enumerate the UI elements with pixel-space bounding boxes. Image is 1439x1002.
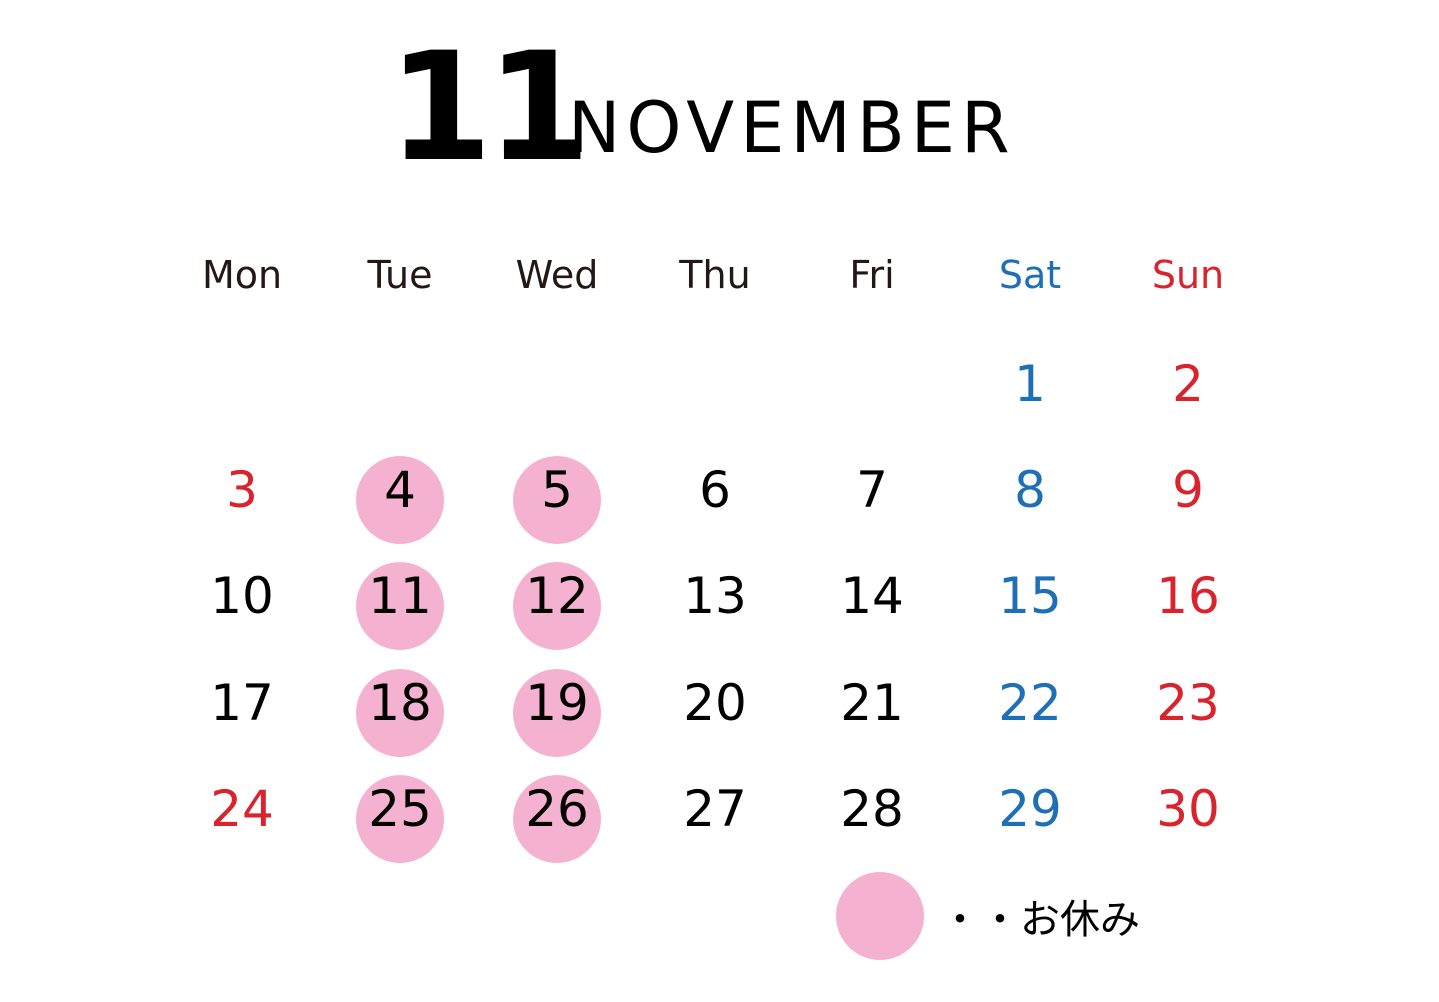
day-cell-2: 2 — [1172, 355, 1204, 413]
day-cell-19: 19 — [525, 674, 589, 732]
weekday-tue: Tue — [367, 253, 433, 297]
day-cell-3: 3 — [226, 461, 258, 519]
closed-day-marker — [356, 562, 444, 650]
day-cell-23: 23 — [1156, 674, 1220, 732]
month-number: 11 — [388, 21, 591, 195]
day-cell-14: 14 — [840, 567, 904, 625]
closed-day-marker — [513, 669, 601, 757]
day-cell-11: 11 — [368, 567, 432, 625]
closed-day-legend-marker — [836, 872, 924, 960]
day-cell-13: 13 — [683, 567, 747, 625]
day-cell-20: 20 — [683, 674, 747, 732]
day-cell-18: 18 — [368, 674, 432, 732]
day-cell-8: 8 — [1014, 461, 1046, 519]
day-cell-4: 4 — [384, 461, 416, 519]
day-cell-9: 9 — [1172, 461, 1204, 519]
day-cell-28: 28 — [840, 780, 904, 838]
weekday-sun: Sun — [1151, 253, 1225, 297]
calendar-header: 11 NOVEMBER — [0, 0, 1439, 200]
day-cell-29: 29 — [998, 780, 1062, 838]
day-cell-6: 6 — [699, 461, 731, 519]
closed-day-marker — [356, 775, 444, 863]
day-cell-21: 21 — [840, 674, 904, 732]
day-cell-26: 26 — [525, 780, 589, 838]
day-cell-27: 27 — [683, 780, 747, 838]
weekday-sat: Sat — [998, 253, 1062, 297]
weekday-wed: Wed — [515, 253, 599, 297]
closed-day-marker — [356, 456, 444, 544]
month-name: NOVEMBER — [568, 87, 1016, 169]
day-cell-10: 10 — [210, 567, 274, 625]
day-cell-30: 30 — [1156, 780, 1220, 838]
day-cell-16: 16 — [1156, 567, 1220, 625]
day-cell-12: 12 — [525, 567, 589, 625]
closed-day-legend-label: ・・お休み — [940, 897, 1140, 943]
weekday-fri: Fri — [849, 253, 895, 297]
closed-day-marker — [513, 456, 601, 544]
weekday-mon: Mon — [201, 253, 283, 297]
closed-day-marker — [513, 562, 601, 650]
day-cell-17: 17 — [210, 674, 274, 732]
weekday-thu: Thu — [679, 253, 751, 297]
day-cell-7: 7 — [856, 461, 888, 519]
day-cell-25: 25 — [368, 780, 432, 838]
day-cell-15: 15 — [998, 567, 1062, 625]
day-cell-24: 24 — [210, 780, 274, 838]
closed-day-marker — [356, 669, 444, 757]
day-cell-5: 5 — [541, 461, 573, 519]
day-cell-22: 22 — [998, 674, 1062, 732]
closed-day-marker — [513, 775, 601, 863]
day-cell-1: 1 — [1014, 355, 1046, 413]
